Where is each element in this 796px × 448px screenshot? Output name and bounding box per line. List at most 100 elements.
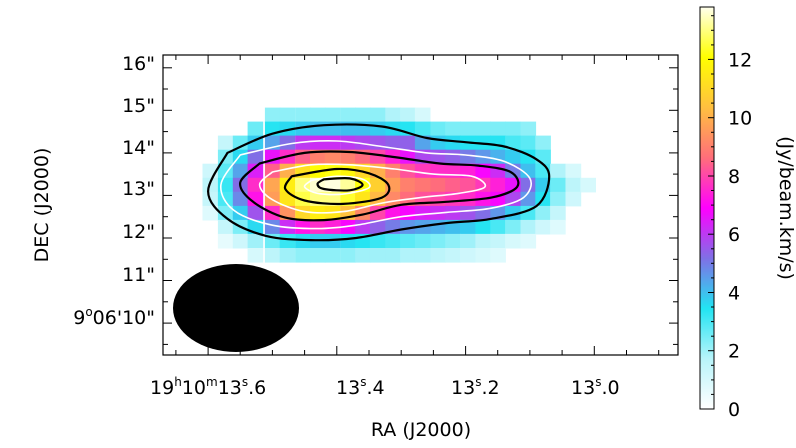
colorbar-tick-label: 8	[728, 166, 740, 188]
heatmap-pixel	[385, 107, 401, 123]
heatmap-pixel	[217, 205, 234, 221]
heatmap-pixel	[340, 248, 356, 263]
heatmap-pixel	[232, 205, 249, 221]
heatmap-pixel	[247, 163, 264, 179]
heatmap-pixel	[505, 233, 521, 249]
heatmap-pixel	[355, 248, 371, 263]
heatmap-pixel	[310, 219, 326, 235]
heatmap-pixel	[445, 163, 461, 179]
heatmap-pixel	[369, 121, 386, 137]
heatmap-pixel	[217, 233, 234, 249]
heatmap-pixel	[490, 219, 506, 235]
heatmap-pixel	[505, 135, 521, 151]
heatmap-pixel	[369, 149, 386, 165]
heatmap-pixel	[340, 135, 356, 151]
heatmap-pixel	[400, 177, 416, 193]
heatmap-pixel	[535, 205, 551, 221]
heatmap-pixel	[369, 135, 386, 151]
heatmap-pixel	[460, 177, 476, 193]
heatmap-pixel	[580, 177, 596, 193]
heatmap-pixel	[565, 177, 582, 193]
heatmap-pixel	[324, 233, 341, 249]
heatmap-pixel	[400, 248, 416, 263]
heatmap-pixel	[445, 205, 461, 221]
heatmap-pixel	[414, 121, 431, 137]
contour-lines	[207, 123, 551, 242]
heatmap-pixel	[217, 219, 234, 235]
heatmap-pixel	[340, 219, 356, 235]
heatmap-pixel	[232, 135, 249, 151]
heatmap-pixel	[490, 177, 506, 193]
heatmap-pixel	[445, 121, 461, 137]
x-axis-title: RA (J2000)	[371, 419, 471, 441]
heatmap-pixel	[430, 121, 446, 137]
heatmap-pixel	[295, 233, 311, 249]
heatmap-pixel	[264, 219, 281, 235]
colorbar-tick-label: 12	[728, 49, 752, 71]
colorbar-tick-label: 2	[728, 341, 740, 363]
heatmap-pixel	[310, 107, 326, 123]
heatmap-pixel	[550, 219, 566, 235]
heatmap-pixel	[324, 191, 341, 207]
heatmap-pixel	[490, 248, 506, 263]
y-tick-label-15: 15"	[122, 95, 155, 117]
y-tick-label-12: 12"	[122, 221, 155, 243]
heatmap-pixel	[565, 191, 582, 207]
heatmap-pixels	[202, 107, 596, 263]
heatmap-pixel	[295, 219, 311, 235]
y-tick-label-16: 16"	[122, 53, 155, 75]
heatmap-pixel	[505, 191, 521, 207]
heatmap-pixel	[232, 163, 249, 179]
heatmap-pixel	[505, 205, 521, 221]
heatmap-pixel	[355, 205, 371, 221]
heatmap-pixel	[520, 135, 537, 151]
heatmap-pixel	[445, 233, 461, 249]
heatmap-pixel	[369, 107, 386, 123]
x-tick-label-13.6: 19h10m13s.6	[150, 375, 266, 399]
heatmap-pixel	[355, 107, 371, 123]
heatmap-pixel	[414, 135, 431, 151]
heatmap-pixel	[520, 163, 537, 179]
heatmap-pixel	[445, 191, 461, 207]
heatmap-pixel	[445, 149, 461, 165]
colorbar-label: (Jy/beam.km/s)	[775, 136, 796, 280]
contour-mid-black	[239, 150, 520, 222]
heatmap-pixel	[445, 177, 461, 193]
heatmap-pixel	[385, 233, 401, 249]
heatmap-pixel	[414, 163, 431, 179]
contour-core-white	[303, 175, 371, 196]
heatmap-pixel	[247, 149, 264, 165]
heatmap-pixel	[355, 135, 371, 151]
heatmap-pixel	[385, 135, 401, 151]
heatmap-pixel	[385, 163, 401, 179]
heatmap-pixel	[535, 135, 551, 151]
heatmap-pixel	[279, 177, 296, 193]
heatmap-pixel	[520, 121, 537, 137]
heatmap-pixel	[202, 205, 219, 221]
heatmap-pixel	[535, 219, 551, 235]
heatmap-pixel	[535, 149, 551, 165]
heatmap-pixel	[414, 205, 431, 221]
heatmap-pixel	[520, 219, 537, 235]
plot-frame	[162, 54, 679, 356]
y-tick-label-10: 9o06'10"	[73, 305, 155, 329]
heatmap-pixel	[490, 233, 506, 249]
heatmap-pixel	[217, 191, 234, 207]
heatmap-pixel	[520, 177, 537, 193]
heatmap-pixel	[400, 233, 416, 249]
colorbar-tick-label: 6	[728, 224, 740, 246]
heatmap-pixel	[369, 219, 386, 235]
heatmap-pixel	[475, 219, 491, 235]
heatmap-pixel	[550, 191, 566, 207]
heatmap-pixel	[460, 121, 476, 137]
heatmap-pixel	[414, 177, 431, 193]
heatmap-pixel	[414, 107, 431, 123]
heatmap-pixel	[460, 248, 476, 263]
colorbar	[699, 6, 715, 410]
colorbar-tick-label: 10	[728, 108, 752, 130]
heatmap-pixel	[490, 135, 506, 151]
colorbar-tick-label: 0	[728, 399, 740, 421]
heatmap-pixel	[445, 135, 461, 151]
heatmap-pixel	[475, 248, 491, 263]
